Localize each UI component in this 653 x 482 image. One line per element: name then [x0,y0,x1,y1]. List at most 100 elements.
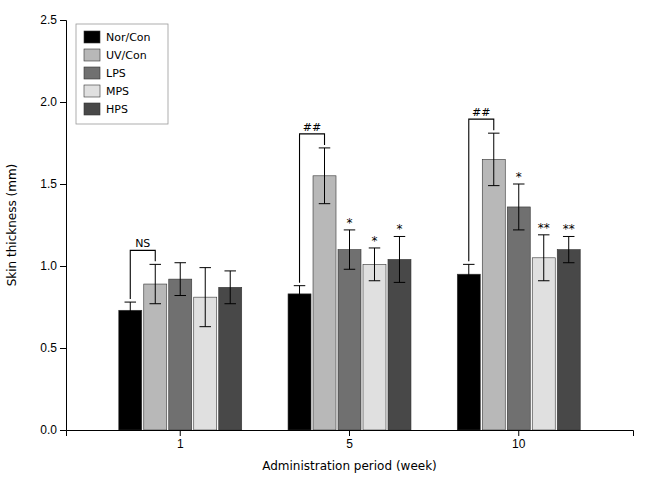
legend-item: HPS [84,103,128,116]
error-bar [344,230,355,269]
error-bar [224,271,235,304]
tick-mark [349,430,350,436]
legend-swatch [84,103,100,115]
y-axis: 0.0 0.5 1.0 1.5 2.0 2.5 [40,13,66,437]
tick: 1.0 [40,259,66,273]
legend-item: MPS [84,85,129,98]
series [219,236,580,430]
series [169,184,530,430]
legend-label: MPS [106,85,129,98]
tick: 0.0 [40,423,66,437]
bar [457,274,480,430]
series [194,235,555,430]
legend-swatch [84,85,100,97]
annotation: ** [563,222,575,236]
x-axis-title: Administration period (week) [262,459,437,473]
tick: 10 [512,430,526,451]
legend-swatch [84,67,100,79]
tick-label: 10 [512,437,526,451]
tick: 1.5 [40,177,66,191]
tick-mark [60,348,66,349]
error-bar [563,236,574,262]
error-bar [199,268,210,327]
bar [507,207,530,430]
tick-mark [518,430,519,436]
error-bar [125,302,136,318]
tick-label: 2.0 [40,95,57,109]
error-bar [294,286,305,302]
legend-label: LPS [106,67,126,80]
tick: 2.0 [40,95,66,109]
tick-label: 2.5 [40,13,57,27]
bar [482,159,505,430]
y-axis-title: Skin thickness (mm) [5,164,19,287]
bar [532,258,555,430]
annotation: ## [303,121,321,134]
tick: 5 [346,430,353,451]
tick: 2.5 [40,13,66,27]
tick-mark [60,184,66,185]
legend-item: UV/Con [84,49,147,62]
legend: Nor/Con UV/Con LPS MPS HPS [76,24,168,124]
legend-label: HPS [106,103,128,116]
plot: 0.00.51.01.52.02.51510NS##***##*****Nor/… [40,13,633,450]
error-bar [150,264,161,303]
tick-label: 0.0 [40,423,57,437]
bar [144,284,167,430]
error-bar [488,133,499,185]
axis-line [67,431,634,437]
bar [119,310,142,430]
bar [338,250,361,430]
bar [313,176,336,430]
annotation: NS [135,237,150,250]
tick-label: 1.0 [40,259,57,273]
tick: 0.5 [40,341,66,355]
tick-label: 1 [177,437,184,451]
bracket [469,119,494,261]
bracket [300,134,325,283]
error-bar [369,248,380,281]
series [144,133,505,430]
tick-label: 0.5 [40,341,57,355]
legend-swatch [84,49,100,61]
annotation: ## [472,106,490,119]
annotation: * [371,234,377,248]
error-bar [319,148,330,204]
tick: 1 [177,430,184,451]
annotation: * [516,170,522,184]
bar [169,279,192,430]
legend-frame [76,24,168,124]
chart: 0.00.51.01.52.02.51510NS##***##*****Nor/… [0,0,653,482]
bar [288,294,311,430]
annotation: * [347,216,353,230]
legend-item: Nor/Con [84,31,151,44]
error-bar [394,236,405,282]
legend-item: LPS [84,67,126,80]
bar [388,259,411,430]
error-bar [513,184,524,230]
bar [363,264,386,430]
error-bar [538,235,549,281]
legend-label: Nor/Con [106,31,151,44]
x-axis: 1510 [67,430,634,451]
annotations: NS##***##***** [130,106,574,299]
legend-label: UV/Con [106,49,147,62]
tick-mark [60,430,66,431]
tick-label: 1.5 [40,177,57,191]
bracket [130,250,155,299]
bar [557,250,580,430]
axis-line [60,21,67,431]
legend-swatch [84,31,100,43]
error-bar [463,264,474,284]
bar [219,287,242,430]
marks [119,133,580,430]
annotation: ** [538,221,550,235]
series [119,264,480,430]
annotation: * [396,222,402,236]
tick-mark [60,20,66,21]
tick-mark [180,430,181,436]
tick-label: 5 [346,437,353,451]
error-bar [174,263,185,296]
tick-mark [60,266,66,267]
tick-mark [60,102,66,103]
